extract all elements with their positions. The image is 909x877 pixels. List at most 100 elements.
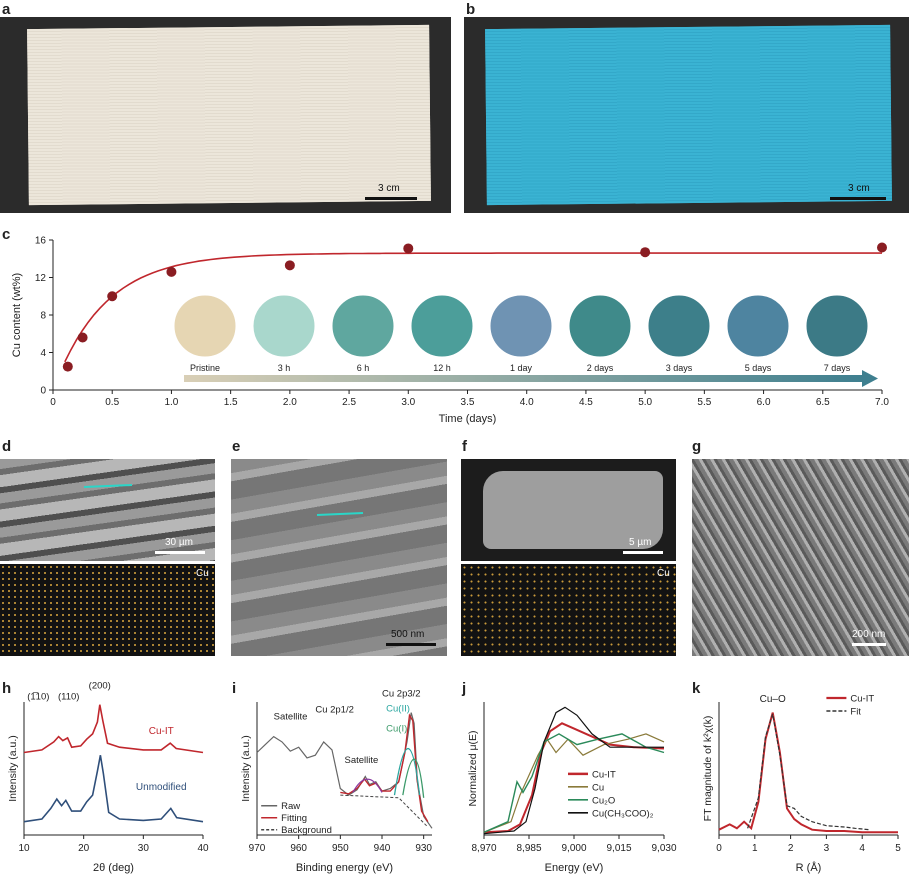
cu2-component [393, 747, 421, 796]
time-arrow [184, 375, 864, 382]
scale-bar [623, 551, 663, 554]
fabric-inset [568, 294, 632, 358]
annotation: Cu 2p3/2 [382, 689, 421, 700]
x-tick-label: 4.5 [579, 397, 593, 408]
legend-label: Fit [850, 707, 861, 718]
annotation: Satellite [345, 755, 379, 766]
fit-curve [64, 252, 882, 363]
peak-label: (200) [89, 681, 111, 692]
annotation: Cu(II) [386, 703, 410, 714]
annotation: Cu 2p1/2 [315, 705, 354, 716]
y-axis-label: Cu content (wt%) [11, 273, 23, 357]
peak-label: Cu–O [760, 694, 786, 705]
data-point [640, 247, 651, 258]
x-tick-label: 1 [752, 843, 758, 854]
y-tick-label: 12 [35, 273, 47, 284]
x-tick-label: 3 [824, 843, 830, 854]
inset-label: 3 h [278, 363, 291, 373]
fabric-inset [410, 294, 474, 358]
series-line [23, 755, 204, 823]
x-axis-label: Time (days) [439, 413, 497, 425]
fabric-inset [252, 294, 316, 358]
series-line [256, 712, 433, 829]
data-point [403, 243, 414, 254]
panel-label-j: j [462, 680, 467, 697]
panel-label-b: b [466, 1, 476, 18]
x-tick-label: 40 [197, 843, 209, 854]
fabric-inset [331, 294, 395, 358]
eds-cu-map: Cu [461, 564, 676, 656]
series-line [483, 706, 664, 835]
x-tick-label: 30 [138, 843, 150, 854]
data-point [62, 361, 73, 372]
peak-label: (1̅10) [27, 691, 49, 702]
series-line [483, 722, 665, 834]
background-line [340, 794, 429, 828]
peak-label: (110) [58, 691, 79, 702]
x-axis-label: Energy (eV) [545, 862, 604, 874]
x-tick-label: 3.5 [461, 397, 475, 408]
legend-label: Fitting [281, 813, 307, 824]
y-tick-label: 4 [40, 348, 46, 359]
x-axis-label: 2θ (deg) [93, 862, 134, 874]
x-tick-label: 9,015 [606, 843, 631, 854]
scale-bar [852, 643, 886, 646]
x-tick-label: 8,985 [516, 843, 541, 854]
scale-bar [365, 197, 417, 200]
map-label: Cu [657, 568, 670, 579]
x-tick-label: 1.5 [224, 397, 238, 408]
x-tick-label: 960 [290, 843, 307, 854]
x-tick-label: 10 [18, 843, 30, 854]
xrd-chart: 10 20 30 40 2θ (deg) Intensity (a.u.) Cu-IT Unm… [7, 681, 209, 874]
panel-label-d: d [2, 438, 12, 455]
fiber-cross-section [483, 471, 663, 549]
y-axis-label: Intensity (a.u.) [7, 735, 19, 802]
panel-label-e: e [232, 438, 241, 455]
x-tick-label: 2 [788, 843, 794, 854]
data-point [166, 266, 177, 277]
series-line [747, 713, 870, 831]
y-axis-label: Intensity (a.u.) [240, 735, 252, 802]
x-tick-label: 5.5 [697, 397, 711, 408]
x-tick-label: 9,000 [561, 843, 586, 854]
fabric-swatch [485, 24, 892, 206]
cu1-component [402, 758, 425, 798]
sem-nanostructure-image: 200 nm [692, 459, 909, 656]
legend-label: Cu [592, 782, 604, 793]
panel-label-f: f [462, 438, 467, 455]
fabric-inset [173, 294, 237, 358]
inset-label: 7 days [824, 363, 851, 373]
data-point [877, 242, 887, 253]
legend-label: Background [281, 825, 332, 836]
inset-label: 6 h [357, 363, 370, 373]
scale-bar [155, 551, 205, 554]
time-arrow-head [862, 370, 878, 387]
legend-label: Cu(CH₃COO)₂ [592, 808, 654, 819]
series-line [23, 704, 204, 754]
inset-label: Pristine [190, 363, 220, 373]
series-line [718, 712, 898, 834]
x-tick-label: 0 [716, 843, 722, 854]
y-axis-label: FT magnitude of k²χ(k) [702, 716, 714, 822]
panel-label-i: i [232, 680, 237, 697]
scale-bar-label: 5 µm [629, 537, 652, 548]
scale-bar-label: 3 cm [378, 183, 400, 194]
map-label: Cu [196, 568, 209, 579]
x-tick-label: 6.0 [757, 397, 771, 408]
y-axis-label: Normalized μ(E) [467, 730, 479, 806]
x-tick-label: 7.0 [875, 397, 889, 408]
inset-label: 5 days [745, 363, 772, 373]
legend-label: Cu-IT [592, 769, 616, 780]
scale-bar [830, 197, 886, 200]
x-tick-label: 5.0 [638, 397, 652, 408]
x-tick-label: 2.0 [283, 397, 297, 408]
sem-cross-section-image: 5 µm [461, 459, 676, 561]
satellite-component [352, 778, 383, 793]
x-tick-label: 9,030 [651, 843, 676, 854]
x-tick-label: 0 [50, 397, 56, 408]
legend-label: Raw [281, 801, 300, 812]
fabric-swatch [27, 24, 431, 206]
fabric-inset [489, 294, 553, 358]
y-tick-label: 16 [35, 236, 47, 247]
x-tick-label: 0.5 [105, 397, 119, 408]
